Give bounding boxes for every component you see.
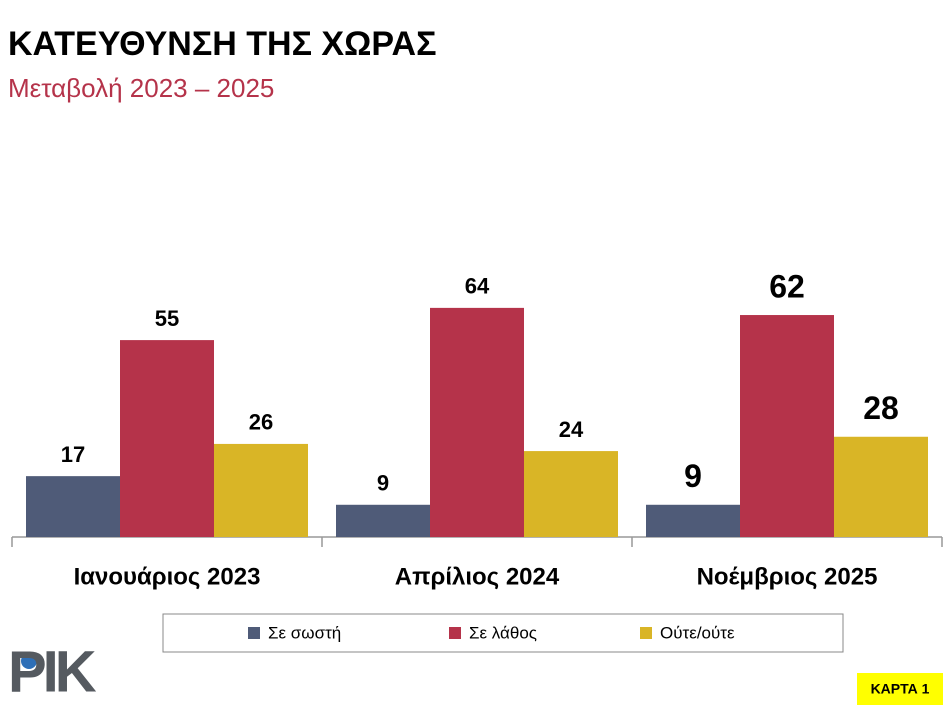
value-label: 24 — [559, 417, 584, 442]
value-label: 55 — [155, 306, 179, 331]
bar — [120, 340, 214, 537]
value-label: 9 — [684, 458, 702, 494]
legend-box — [162, 613, 844, 653]
x-tick-label: Ιανουάριος 2023 — [74, 563, 261, 590]
bar — [646, 504, 740, 537]
legend-swatch — [640, 627, 652, 639]
bar — [740, 315, 834, 537]
bar — [430, 307, 524, 537]
legend-label: Σε σωστή — [268, 623, 341, 642]
bar — [214, 443, 308, 537]
value-label: 62 — [769, 268, 805, 304]
value-label: 17 — [61, 442, 85, 467]
bar — [524, 451, 618, 537]
x-tick-label: Νοέμβριος 2025 — [697, 563, 878, 590]
value-label: 64 — [465, 274, 490, 299]
value-label: 9 — [377, 471, 389, 496]
badge: ΚΑΡΤΑ 1 — [871, 681, 930, 697]
logo: ΡΙΚ — [8, 639, 97, 704]
chart-subtitle: Μεταβολή 2023 – 2025 — [8, 73, 274, 103]
legend-label: Σε λάθος — [469, 623, 537, 642]
value-label: 28 — [863, 390, 899, 426]
logo-dot — [21, 653, 37, 669]
chart-title: ΚΑΤΕΥΘΥΝΣΗ ΤΗΣ ΧΩΡΑΣ — [8, 25, 436, 63]
bar — [834, 436, 928, 537]
bar — [26, 476, 120, 537]
badge-box — [857, 673, 943, 705]
legend-swatch — [248, 627, 260, 639]
legend-swatch — [449, 627, 461, 639]
legend-label: Ούτε/ούτε — [660, 623, 735, 642]
bar — [336, 504, 430, 537]
x-tick-label: Απρίλιος 2024 — [395, 563, 560, 590]
value-label: 26 — [249, 410, 273, 435]
